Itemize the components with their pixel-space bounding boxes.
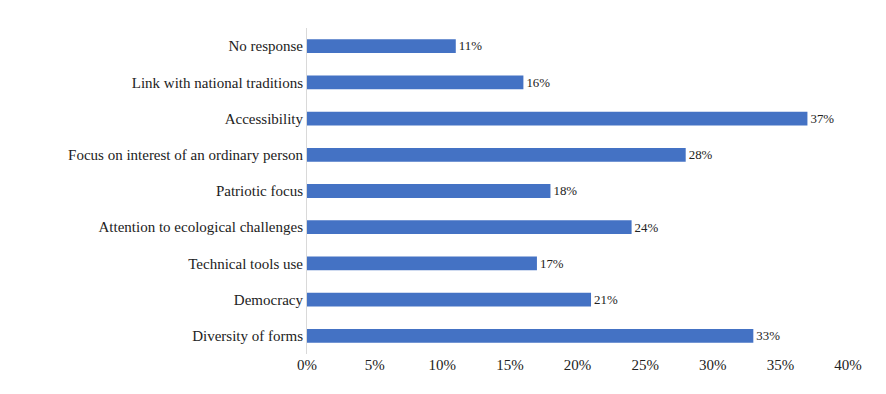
svg-text:30%: 30%	[699, 357, 727, 373]
svg-text:37%: 37%	[810, 112, 834, 126]
svg-text:Patriotic focus: Patriotic focus	[216, 183, 303, 199]
svg-text:0%: 0%	[297, 357, 317, 373]
svg-text:Link with national traditions: Link with national traditions	[132, 75, 303, 91]
svg-text:10%: 10%	[429, 357, 457, 373]
svg-text:40%: 40%	[834, 357, 862, 373]
svg-text:Focus on interest of an ordina: Focus on interest of an ordinary person	[68, 147, 303, 163]
svg-text:Accessibility: Accessibility	[225, 111, 304, 127]
svg-text:20%: 20%	[564, 357, 592, 373]
svg-text:Democracy: Democracy	[234, 292, 304, 308]
svg-text:11%: 11%	[459, 39, 482, 53]
svg-text:21%: 21%	[594, 293, 618, 307]
svg-text:33%: 33%	[756, 329, 780, 343]
svg-text:18%: 18%	[553, 184, 577, 198]
svg-text:35%: 35%	[767, 357, 795, 373]
svg-text:16%: 16%	[526, 76, 550, 90]
svg-text:24%: 24%	[635, 221, 659, 235]
svg-text:28%: 28%	[689, 148, 713, 162]
svg-text:Attention to ecological challe: Attention to ecological challenges	[98, 219, 303, 235]
svg-text:5%: 5%	[365, 357, 385, 373]
svg-text:25%: 25%	[631, 357, 659, 373]
svg-text:15%: 15%	[496, 357, 524, 373]
svg-text:17%: 17%	[540, 257, 564, 271]
svg-text:Technical tools use: Technical tools use	[188, 256, 303, 272]
svg-text:No response: No response	[228, 38, 303, 54]
svg-text:Diversity of forms: Diversity of forms	[192, 328, 303, 344]
